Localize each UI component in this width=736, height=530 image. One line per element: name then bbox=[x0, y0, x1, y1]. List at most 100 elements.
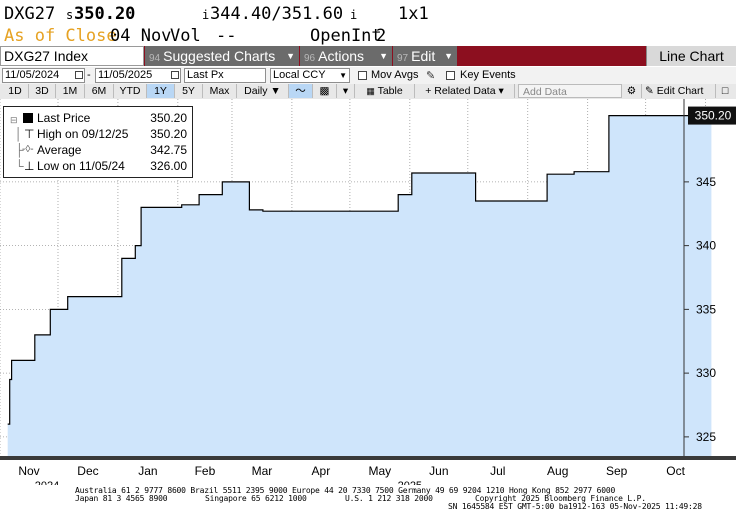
vol-label: Vol bbox=[170, 26, 201, 46]
ticker: DXG27 bbox=[4, 4, 56, 24]
openint-value: 2 bbox=[376, 26, 387, 46]
as-of-label: As of Close bbox=[4, 26, 117, 46]
last-price-tag-label: 350.20 bbox=[695, 109, 732, 123]
end-date-value: 11/05/2025 bbox=[98, 69, 153, 81]
pencil-icon[interactable]: ✎ bbox=[426, 70, 436, 82]
currency-value: Local CCY bbox=[273, 69, 326, 81]
period-1m[interactable]: 1M bbox=[56, 84, 85, 98]
calendar-icon[interactable] bbox=[75, 71, 83, 79]
field-select[interactable]: Last Px bbox=[184, 68, 266, 83]
last-price-tag bbox=[688, 106, 736, 125]
edit-num: 97 bbox=[397, 53, 409, 64]
x-tick-label: Apr bbox=[312, 464, 331, 478]
plus-icon: + bbox=[425, 85, 432, 97]
key-events-checkbox[interactable] bbox=[446, 71, 455, 80]
footer: Australia 61 2 9777 8600 Brazil 5511 239… bbox=[0, 485, 736, 530]
date-range-bar: 11/05/2024 - 11/05/2025 Last Px Local CC… bbox=[0, 67, 736, 85]
x-tick-label: Feb bbox=[195, 464, 216, 478]
calendar-icon[interactable] bbox=[171, 71, 179, 79]
edit-button[interactable]: 97 Edit ▼ bbox=[393, 46, 457, 66]
chart-type-label[interactable]: Line Chart bbox=[646, 46, 736, 66]
year-label: 2025 bbox=[398, 480, 422, 485]
footer-contacts-singapore: Singapore 65 6212 1000 bbox=[205, 494, 307, 503]
chevron-down-icon: ▼ bbox=[444, 51, 453, 61]
table-label: Table bbox=[377, 85, 403, 97]
end-date-input[interactable]: 11/05/2025 bbox=[95, 68, 181, 83]
security-field[interactable]: DXG27 Index bbox=[0, 46, 144, 66]
legend-low: └ ⊥ Low on 11/05/24 326.00 bbox=[4, 158, 192, 174]
mov-avgs-checkbox[interactable] bbox=[358, 71, 367, 80]
x-tick-label: Mar bbox=[252, 464, 273, 478]
start-date-input[interactable]: 11/05/2024 bbox=[2, 68, 85, 83]
footer-contacts-japan: Japan 81 3 4565 8900 bbox=[75, 494, 168, 503]
edit-chart-button[interactable]: ✎ Edit Chart bbox=[642, 84, 716, 98]
chart-style-line-icon[interactable]: 〜 bbox=[289, 84, 313, 98]
range-suffix: i bbox=[350, 8, 358, 22]
suggested-charts-button[interactable]: 94 Suggested Charts ▼ bbox=[145, 46, 299, 66]
chevron-down-icon: ▼ bbox=[270, 85, 281, 97]
collapse-icon[interactable]: ⊟ bbox=[10, 115, 18, 125]
currency-select[interactable]: Local CCY ▼ bbox=[270, 68, 350, 83]
footer-session: SN 1645584 EST GMT-5:00 ba1912-163 05-No… bbox=[448, 502, 702, 511]
day-range: 344.40/351.60 bbox=[210, 4, 344, 24]
x-axis-bar bbox=[0, 456, 736, 460]
chevron-down-icon: ▼ bbox=[379, 51, 388, 61]
edit-label: Edit bbox=[411, 48, 436, 64]
series-swatch bbox=[23, 113, 33, 123]
add-data-input[interactable]: Add Data bbox=[518, 84, 622, 98]
period-1d[interactable]: 1D bbox=[2, 84, 29, 98]
x-tick-label: Sep bbox=[606, 464, 628, 478]
x-axis: Nov Dec Jan Feb Mar Apr May Jun Jul Aug Sep Oct 2024… bbox=[0, 456, 736, 485]
period-5y[interactable]: 5Y bbox=[175, 84, 203, 98]
period-ytd[interactable]: YTD bbox=[114, 84, 147, 98]
x-tick-label: Oct bbox=[666, 464, 685, 478]
actions-button[interactable]: 96 Actions ▼ bbox=[300, 46, 392, 66]
expand-icon[interactable]: □ bbox=[721, 85, 729, 97]
openint-label: OpenInt bbox=[310, 26, 382, 46]
x-tick-label: May bbox=[369, 464, 392, 478]
y-tick-label: 330 bbox=[696, 366, 716, 380]
settings-icon[interactable]: ⚙ bbox=[622, 84, 642, 98]
suggested-charts-num: 94 bbox=[149, 53, 161, 64]
chart-toolbar: DXG27 Index 94 Suggested Charts ▼ 96 Actio… bbox=[0, 46, 736, 66]
low-marker-icon: ⊥ bbox=[24, 159, 35, 173]
x-tick-label: Dec bbox=[77, 464, 98, 478]
average-marker-icon: -◊- bbox=[22, 144, 34, 155]
legend-high-label: High on 09/12/25 bbox=[37, 127, 129, 141]
last-price: 350.20 bbox=[74, 4, 136, 24]
x-tick-label: Jun bbox=[429, 464, 448, 478]
frequency-select[interactable]: Daily ▼ bbox=[237, 84, 289, 98]
footer-copyright: Copyright 2025 Bloomberg Finance L.P. bbox=[475, 494, 646, 503]
legend-last-price: ⊟ Last Price 350.20 bbox=[4, 110, 192, 126]
footer-contacts-1: Australia 61 2 9777 8600 Brazil 5511 239… bbox=[75, 486, 616, 495]
period-max[interactable]: Max bbox=[203, 84, 237, 98]
related-data-button[interactable]: + Related Data ▾ bbox=[415, 84, 515, 98]
chart-style-bar-icon[interactable]: ▩ bbox=[313, 84, 337, 98]
tree-line-icon: │ bbox=[15, 127, 23, 141]
chevron-down-icon: ▾ bbox=[498, 85, 504, 97]
legend-avg-label: Average bbox=[37, 143, 82, 157]
chart-legend[interactable]: ⊟ Last Price 350.20 │ ⊤ High on 09/12/25… bbox=[3, 106, 193, 178]
chevron-down-icon[interactable]: ▾ bbox=[337, 84, 355, 98]
x-tick-label: Nov bbox=[18, 464, 39, 478]
legend-high-value: 350.20 bbox=[150, 127, 187, 141]
price-chart[interactable]: 325 330 335 340 345 350.20 Nov Dec Jan Feb Mar Apr… bbox=[0, 99, 736, 485]
period-1y[interactable]: 1Y bbox=[147, 84, 175, 98]
quote-header: DXG27 s 350.20 i 344.40/351.60 i 1x1 bbox=[0, 0, 736, 26]
period-6m[interactable]: 6M bbox=[85, 84, 114, 98]
price-prefix: s bbox=[66, 8, 74, 22]
actions-label: Actions bbox=[318, 48, 365, 64]
frequency-value: Daily bbox=[244, 85, 268, 97]
range-prefix: i bbox=[202, 8, 210, 22]
chevron-down-icon: ▼ bbox=[339, 71, 347, 80]
quote-subheader: As of Close 04 Nov Vol -- OpenInt 2 bbox=[0, 26, 736, 46]
table-button[interactable]: ▦ Table bbox=[355, 84, 415, 98]
tree-line-icon: └ bbox=[15, 159, 24, 173]
x-tick-label: Jan bbox=[138, 464, 157, 478]
y-tick-label: 335 bbox=[696, 302, 716, 316]
period-3d[interactable]: 3D bbox=[29, 84, 56, 98]
quote-date: 04 Nov bbox=[110, 26, 172, 46]
bid-ask-size: 1x1 bbox=[398, 4, 429, 24]
price-area bbox=[7, 115, 712, 456]
legend-avg-value: 342.75 bbox=[150, 143, 187, 157]
